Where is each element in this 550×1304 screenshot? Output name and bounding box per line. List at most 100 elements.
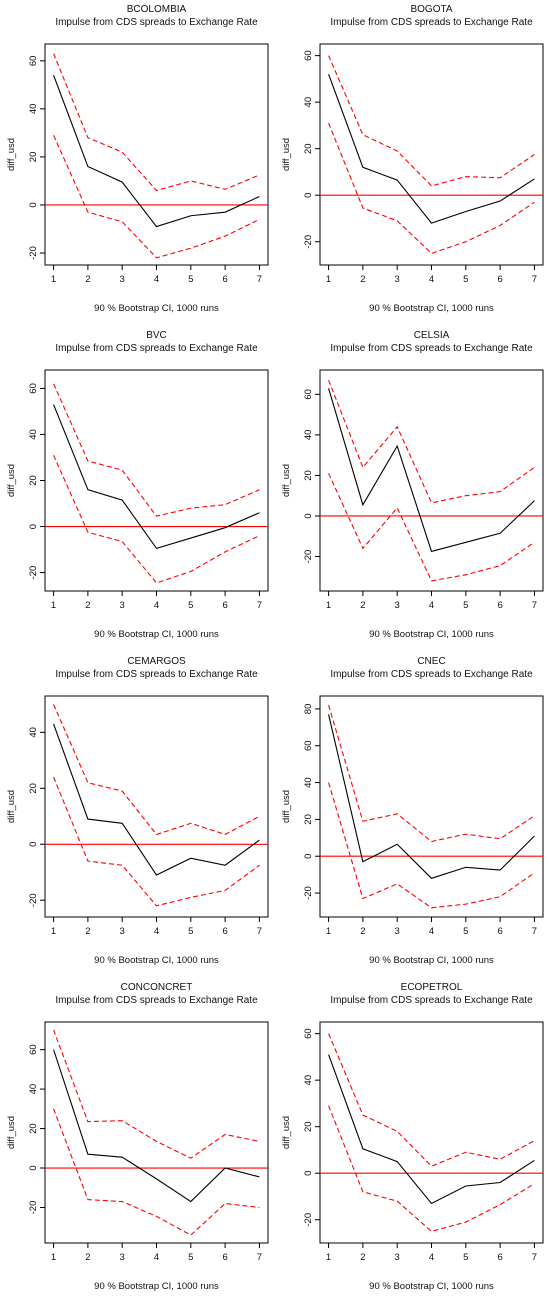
x-tick-label: 7 [257,926,262,937]
chart-title: BVC [146,330,167,341]
y-tick-label: 0 [303,1171,314,1176]
irf-series-line [328,74,535,224]
ci-lower-series-line [328,473,535,582]
irf-chart: ECOPETROL Impulse from CDS spreads to Exc… [281,982,544,1292]
x-tick-label: 7 [257,1252,262,1263]
x-tick-label: 2 [360,274,365,285]
y-axis-label: diff_usd [281,138,292,171]
y-tick-label: -20 [28,566,39,580]
irf-chart: CONCONCRET Impulse from CDS spreads to Ex… [6,982,269,1292]
x-tick-label: 7 [257,274,262,285]
x-tick-label: 3 [120,1252,125,1263]
x-tick-label: 7 [532,600,537,611]
ci-upper-series-line [53,53,260,192]
x-tick-label: 1 [326,1252,331,1263]
chart-title: BOGOTA [410,4,452,15]
y-tick-label: -20 [28,1201,39,1215]
x-tick-label: 4 [154,274,159,285]
y-tick-label: -20 [28,893,39,907]
chart-subtitle: Impulse from CDS spreads to Exchange Rat… [330,995,533,1006]
chart-panel-bvc: BVC Impulse from CDS spreads to Exchange … [0,326,275,652]
y-tick-label: 0 [28,202,39,207]
y-tick-label: 0 [303,854,314,859]
ci-lower-series-line [53,776,260,907]
plot-frame [319,695,544,918]
x-tick-label: 6 [222,926,227,937]
irf-chart: BOGOTA Impulse from CDS spreads to Exchan… [281,4,544,314]
y-tick-label: 60 [303,1028,314,1039]
irf-series-line [53,75,260,228]
y-tick-label: 60 [28,1044,39,1055]
y-tick-label: 60 [303,389,314,400]
x-axis-label: 90 % Bootstrap CI, 1000 runs [369,303,494,314]
ci-lower-series-line [53,454,260,584]
x-tick-label: 6 [222,274,227,285]
ci-upper-series-line [53,383,260,517]
x-tick-label: 2 [85,1252,90,1263]
y-tick-label: 0 [28,1165,39,1170]
y-tick-label: 0 [28,842,39,847]
plot-frame [319,369,544,592]
chart-title: ECOPETROL [401,982,463,993]
x-tick-label: 4 [154,600,159,611]
ci-lower-series-line [53,1108,260,1236]
x-tick-label: 2 [360,926,365,937]
y-tick-label: 20 [28,475,39,486]
x-axis-label: 90 % Bootstrap CI, 1000 runs [369,955,494,966]
x-tick-label: 3 [395,274,400,285]
chart-subtitle: Impulse from CDS spreads to Exchange Rat… [55,669,258,680]
y-axis-label: diff_usd [6,790,17,823]
ci-upper-series-line [328,705,535,843]
plot-frame [44,1021,269,1244]
x-tick-label: 2 [85,600,90,611]
chart-title: CNEC [417,656,445,667]
x-tick-label: 5 [188,1252,193,1263]
y-tick-label: 40 [28,727,39,738]
chart-title: CELSIA [414,330,450,341]
y-tick-label: -20 [303,1213,314,1227]
ci-lower-series-line [328,122,535,254]
x-tick-label: 4 [429,600,434,611]
y-axis-label: diff_usd [6,1116,17,1149]
irf-series-line [53,1049,260,1203]
x-tick-label: 5 [463,600,468,611]
y-tick-label: 20 [28,783,39,794]
chart-subtitle: Impulse from CDS spreads to Exchange Rat… [55,995,258,1006]
x-tick-label: 6 [222,600,227,611]
x-tick-label: 1 [51,1252,56,1263]
irf-series-line [53,404,260,550]
irf-chart: BCOLOMBIA Impulse from CDS spreads to Exc… [6,4,269,314]
x-tick-label: 7 [532,1252,537,1263]
x-tick-label: 1 [51,926,56,937]
chart-subtitle: Impulse from CDS spreads to Exchange Rat… [55,17,258,28]
irf-series-line [328,714,535,879]
chart-title: CONCONCRET [121,982,193,993]
irf-chart: CEMARGOS Impulse from CDS spreads to Exch… [6,656,269,966]
chart-panel-bogota: BOGOTA Impulse from CDS spreads to Exchan… [275,0,550,326]
irf-series-line [53,723,260,876]
y-tick-label: 40 [303,97,314,108]
irf-chart: BVC Impulse from CDS spreads to Exchange … [6,330,269,640]
y-tick-label: 40 [303,430,314,441]
chart-subtitle: Impulse from CDS spreads to Exchange Rat… [330,669,533,680]
x-tick-label: 5 [188,274,193,285]
y-tick-label: 20 [303,1121,314,1132]
x-tick-label: 3 [395,600,400,611]
ci-upper-series-line [328,379,535,504]
plot-frame [319,43,544,266]
ci-upper-series-line [328,1033,535,1167]
x-tick-label: 6 [497,274,502,285]
y-axis-label: diff_usd [281,1116,292,1149]
y-tick-label: 20 [303,470,314,481]
x-tick-label: 5 [463,926,468,937]
x-tick-label: 6 [497,1252,502,1263]
x-tick-label: 5 [188,600,193,611]
y-tick-label: -20 [303,235,314,249]
chart-subtitle: Impulse from CDS spreads to Exchange Rat… [330,17,533,28]
y-tick-label: 60 [28,56,39,67]
y-tick-label: 40 [28,104,39,115]
ci-upper-series-line [328,55,535,187]
x-tick-label: 1 [51,274,56,285]
chart-panel-cemargos: CEMARGOS Impulse from CDS spreads to Exch… [0,652,275,978]
